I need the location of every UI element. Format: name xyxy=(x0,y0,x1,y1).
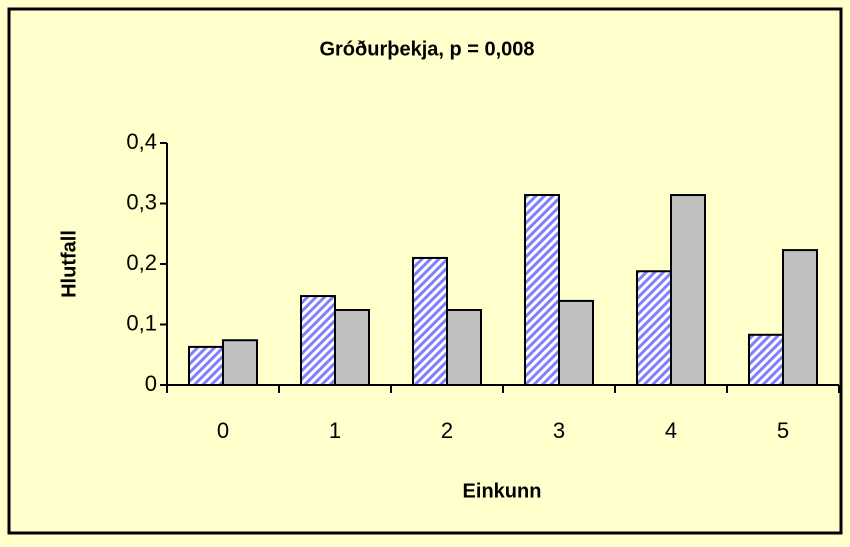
x-tick-label: 1 xyxy=(329,418,341,443)
x-axis-label: Einkunn xyxy=(463,480,542,502)
y-axis-label: Hlutfall xyxy=(58,230,80,298)
bar xyxy=(524,194,560,386)
bar xyxy=(300,295,336,386)
bar xyxy=(670,194,706,386)
bar xyxy=(412,256,448,387)
bar xyxy=(446,308,482,387)
x-tick-label: 3 xyxy=(553,418,565,443)
y-tick-label: 0 xyxy=(145,371,157,396)
y-tick-label: 0,4 xyxy=(126,129,157,154)
x-tick-label: 4 xyxy=(665,418,677,443)
bar xyxy=(558,299,594,386)
bar xyxy=(334,308,370,387)
y-tick-label: 0,1 xyxy=(126,310,157,335)
x-tick-label: 0 xyxy=(217,418,229,443)
y-tick-label: 0,3 xyxy=(126,189,157,214)
x-tick-label: 5 xyxy=(777,418,789,443)
x-tick-label: 2 xyxy=(441,418,453,443)
bar xyxy=(636,270,672,387)
bar xyxy=(222,339,258,387)
bar xyxy=(188,345,224,387)
bar xyxy=(748,333,784,387)
bar xyxy=(782,249,818,386)
y-tick-label: 0,2 xyxy=(126,250,157,275)
chart-title: Gróðurþekja, p = 0,008 xyxy=(319,38,534,60)
